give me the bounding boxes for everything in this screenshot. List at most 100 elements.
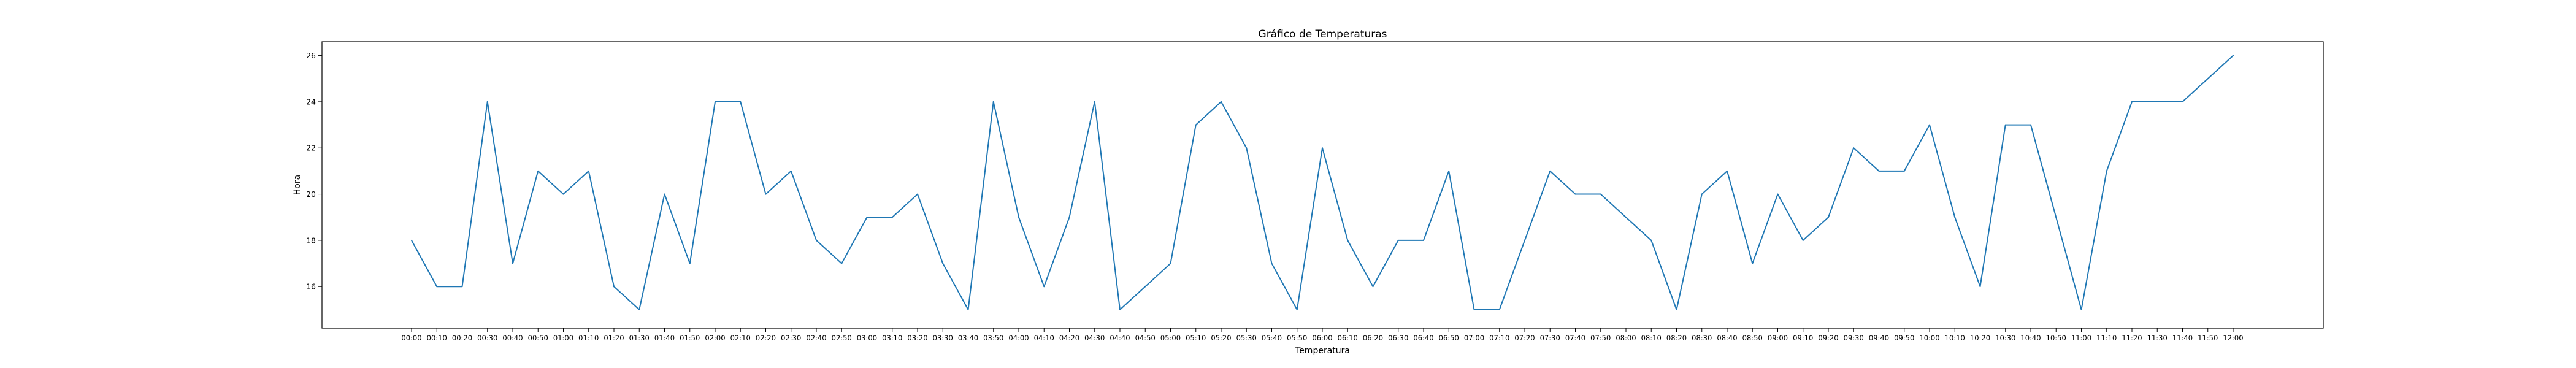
- plot-area-frame: [321, 41, 2324, 329]
- x-tick-label: 00:10: [427, 334, 447, 342]
- x-tick-label: 08:50: [1742, 334, 1763, 342]
- x-tick-label: 10:40: [2020, 334, 2041, 342]
- data-point: [461, 286, 463, 288]
- x-tick-label: 11:50: [2198, 334, 2218, 342]
- data-point: [1929, 124, 1930, 126]
- y-tick-label: 18: [306, 236, 316, 245]
- x-tick-label: 01:10: [578, 334, 599, 342]
- data-point: [664, 193, 665, 195]
- data-point: [1574, 193, 1576, 195]
- x-tick-label: 06:50: [1439, 334, 1459, 342]
- x-tick-label: 07:50: [1590, 334, 1611, 342]
- x-tick-label: 08:00: [1616, 334, 1636, 342]
- data-point: [1727, 170, 1728, 172]
- x-tick-label: 11:40: [2172, 334, 2193, 342]
- data-point: [1777, 193, 1779, 195]
- data-point: [512, 263, 513, 264]
- series-line-0: [411, 55, 2234, 310]
- x-tick-label: 04:40: [1110, 334, 1130, 342]
- data-point: [816, 239, 817, 241]
- data-point: [841, 263, 843, 264]
- data-point: [2106, 170, 2107, 172]
- data-point: [866, 217, 868, 218]
- x-tick-label: 04:00: [1008, 334, 1029, 342]
- y-tick-label: 24: [306, 97, 316, 106]
- data-point: [2030, 124, 2031, 126]
- x-tick-label: 09:40: [1869, 334, 1889, 342]
- y-axis-label: Hora: [293, 175, 302, 195]
- x-tick-label: 03:40: [958, 334, 978, 342]
- data-point: [891, 217, 893, 218]
- x-tick-label: 11:20: [2122, 334, 2142, 342]
- y-tick-label: 20: [306, 190, 316, 199]
- data-point: [1979, 286, 1981, 288]
- data-point: [1448, 170, 1450, 172]
- x-tick-label: 03:10: [882, 334, 902, 342]
- data-point: [1119, 309, 1121, 310]
- x-tick-label: 00:00: [401, 334, 421, 342]
- data-point: [1094, 101, 1095, 102]
- x-tick-label: 07:00: [1464, 334, 1484, 342]
- x-tick-label: 10:30: [1995, 334, 2015, 342]
- x-tick-label: 05:30: [1236, 334, 1257, 342]
- x-tick-label: 01:30: [629, 334, 650, 342]
- data-point: [2182, 101, 2183, 102]
- x-tick-label: 10:00: [1919, 334, 1939, 342]
- y-tick-label: 22: [306, 144, 316, 153]
- x-tick-label: 11:00: [2071, 334, 2091, 342]
- x-tick-label: 02:10: [730, 334, 751, 342]
- x-tick-label: 06:40: [1413, 334, 1433, 342]
- data-point: [2080, 309, 2082, 310]
- x-tick-label: 00:30: [477, 334, 497, 342]
- data-point: [1018, 217, 1019, 218]
- data-point: [2004, 124, 2006, 126]
- x-tick-label: 12:00: [2223, 334, 2243, 342]
- data-point: [1423, 239, 1424, 241]
- x-tick-label: 10:20: [1970, 334, 1990, 342]
- data-point: [689, 263, 691, 264]
- x-tick-label: 05:20: [1211, 334, 1231, 342]
- data-point: [1195, 124, 1197, 126]
- x-tick-label: 08:10: [1641, 334, 1662, 342]
- data-point: [740, 101, 742, 102]
- x-tick-label: 04:10: [1034, 334, 1054, 342]
- data-point: [1347, 239, 1349, 241]
- x-tick-label: 06:20: [1363, 334, 1383, 342]
- data-point: [1625, 217, 1627, 218]
- x-tick-label: 05:10: [1186, 334, 1206, 342]
- data-point: [2233, 55, 2234, 56]
- data-point: [1498, 309, 1500, 310]
- data-point: [790, 170, 792, 172]
- data-point: [411, 239, 412, 241]
- x-tick-label: 08:30: [1692, 334, 1712, 342]
- data-point: [2207, 78, 2209, 80]
- x-tick-label: 09:20: [1818, 334, 1838, 342]
- x-tick-label: 03:50: [983, 334, 1003, 342]
- data-point: [942, 263, 944, 264]
- x-tick-label: 05:40: [1262, 334, 1282, 342]
- data-point: [1221, 101, 1222, 102]
- data-point: [588, 170, 589, 172]
- data-point: [715, 101, 716, 102]
- x-tick-label: 07:40: [1565, 334, 1585, 342]
- x-tick-label: 01:50: [680, 334, 700, 342]
- x-tick-label: 00:50: [528, 334, 548, 342]
- x-tick-label: 09:30: [1844, 334, 1864, 342]
- x-axis-label: Temperatura: [1295, 346, 1350, 356]
- data-point: [1170, 263, 1171, 264]
- x-tick-label: 09:10: [1793, 334, 1813, 342]
- x-tick-label: 08:40: [1717, 334, 1737, 342]
- data-point: [1853, 147, 1855, 149]
- x-tick-label: 11:10: [2096, 334, 2117, 342]
- data-point: [917, 193, 918, 195]
- data-point: [537, 170, 539, 172]
- data-point: [1473, 309, 1475, 310]
- x-tick-label: 02:50: [832, 334, 852, 342]
- data-point: [1701, 193, 1703, 195]
- x-tick-label: 00:20: [452, 334, 472, 342]
- x-tick-label: 04:20: [1059, 334, 1079, 342]
- data-point: [1676, 309, 1677, 310]
- data-point: [562, 193, 564, 195]
- data-point: [1246, 147, 1248, 149]
- data-point: [1524, 239, 1525, 241]
